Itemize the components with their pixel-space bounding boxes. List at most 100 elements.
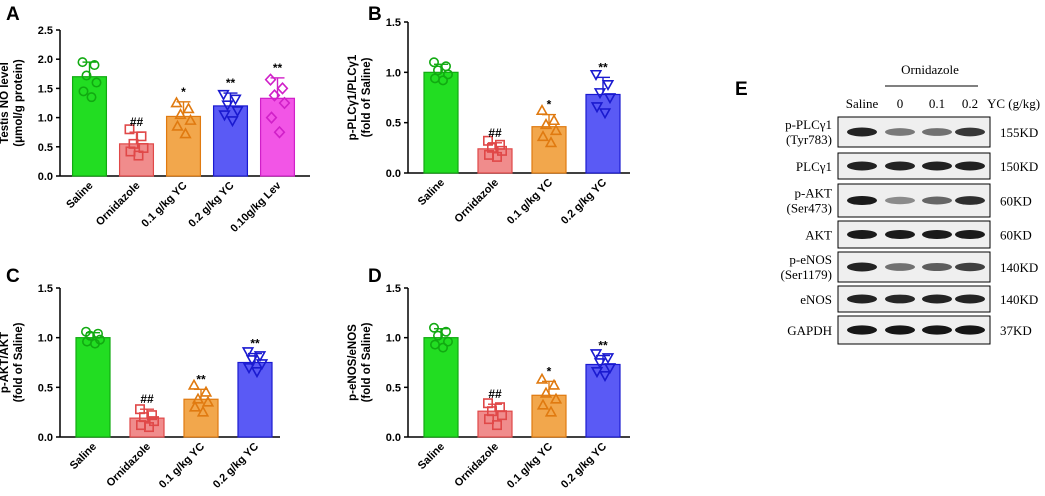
protein-label: AKT (805, 228, 832, 243)
y-tick-label: 0.5 (386, 382, 401, 394)
panel-label: A (6, 4, 20, 25)
bar (165, 115, 202, 177)
blot-band (922, 196, 952, 205)
panel-label: B (368, 4, 382, 25)
blot-band (885, 294, 915, 304)
chart-panel-d: D 0.0 0.5 1.0 1.5 p-eNOS/eNOS (fold of Saline)… (347, 266, 630, 491)
lane-label: Saline (846, 96, 879, 111)
y-tick-label: 1.5 (386, 17, 401, 29)
blot-band (922, 294, 952, 304)
y-axis-label: Testis NO level (0, 62, 11, 144)
bar (585, 93, 621, 174)
data-point (593, 88, 607, 100)
blot-band (885, 128, 915, 136)
data-point (590, 367, 604, 379)
blot-band (922, 325, 952, 335)
data-point (496, 410, 507, 421)
panel-label: E (735, 79, 748, 100)
lane-label: YC (g/kg) (987, 96, 1040, 111)
blot-band (955, 325, 985, 335)
protein-label: p-eNOS (789, 252, 832, 267)
category-label: 0.1 g/kg YC (139, 180, 189, 230)
data-point (432, 330, 443, 341)
chart-panel-b: B 0.0 0.5 1.0 1.5 p-PLCγ1/PLCγ1 (fold of Salin… (347, 4, 630, 227)
chart-panel-a: A 0.0 0.5 1.0 1.5 2.0 2.5 Testis NO level (μmol/… (0, 4, 310, 235)
category-label: Saline (68, 441, 99, 472)
y-tick-label: 1.0 (38, 113, 53, 125)
y-axis-label-units: (fold of Saline) (361, 322, 373, 402)
blot-band (885, 229, 915, 240)
data-point (124, 124, 135, 135)
category-label: Saline (64, 180, 95, 211)
blot-band (847, 195, 877, 206)
y-tick-label: 0.0 (386, 432, 401, 444)
data-point (278, 96, 291, 110)
blot-band (885, 161, 915, 171)
data-point (187, 378, 201, 390)
category-label: 0.1 g/kg YC (157, 441, 207, 491)
data-point (90, 338, 101, 349)
molecular-weight-label: 140KD (1000, 292, 1038, 307)
y-tick-label: 1.0 (386, 67, 401, 79)
lane-label: 0.2 (962, 96, 978, 111)
data-point (437, 75, 448, 86)
data-point (547, 378, 561, 390)
significance-label: * (181, 85, 186, 99)
blot-band (955, 262, 985, 272)
panel-label: D (368, 266, 382, 287)
data-point (85, 330, 96, 341)
y-tick-label: 1.0 (386, 333, 401, 345)
category-label: Ornidazole (452, 441, 501, 490)
significance-label: ** (250, 337, 260, 351)
molecular-weight-label: 60KD (1000, 228, 1032, 243)
blot-band (955, 294, 985, 304)
data-point (491, 420, 502, 431)
data-point (170, 96, 183, 108)
data-point (428, 322, 439, 333)
blot-row: eNOS 140KD (800, 285, 1038, 313)
data-point (78, 86, 89, 97)
y-tick-label: 1.5 (38, 283, 53, 295)
y-axis-label: p-eNOS/eNOS (347, 324, 359, 401)
data-point (86, 92, 97, 103)
y-axis-label-units: (fold of Saline) (13, 322, 25, 402)
data-point (544, 405, 558, 417)
data-point (536, 398, 550, 410)
significance-label: ## (140, 392, 154, 406)
western-blot-panel: E Ornidazole Saline 0 0.1 0.2 YC (g/kg) p-PLCγ1… (735, 62, 1040, 345)
molecular-weight-label: 150KD (1000, 159, 1038, 174)
data-point (136, 131, 147, 142)
data-point (268, 89, 281, 102)
data-point (603, 363, 617, 375)
data-point (226, 116, 239, 128)
blot-band (922, 161, 952, 171)
category-label: 0.2 g/kg YC (559, 441, 609, 491)
y-tick-label: 0.0 (38, 171, 53, 183)
data-point (544, 136, 558, 148)
protein-site-label: (Tyr783) (786, 132, 832, 147)
y-axis-label: p-PLCγ1/PLCγ1 (347, 54, 359, 140)
molecular-weight-label: 37KD (1000, 323, 1032, 338)
y-tick-label: 0.0 (38, 432, 53, 444)
data-point (171, 119, 184, 131)
category-label: 0.10g/kg Lev (228, 179, 284, 235)
data-point (144, 422, 155, 433)
blot-band (922, 128, 952, 136)
data-point (265, 111, 278, 124)
data-point (536, 130, 550, 142)
panel-label: C (6, 266, 20, 287)
y-tick-label: 1.5 (38, 83, 53, 95)
data-point (253, 351, 267, 363)
y-tick-label: 1.0 (38, 333, 53, 345)
protein-site-label: (Ser473) (787, 201, 833, 216)
data-point (242, 363, 256, 375)
blot-row: p-eNOS(Ser1179) 140KD (780, 251, 1038, 283)
data-point (91, 77, 102, 88)
category-label: Ornidazole (452, 177, 501, 226)
blot-band (955, 161, 985, 171)
blot-row: p-PLCγ1(Tyr783) 155KD (785, 116, 1038, 148)
protein-label: p-AKT (794, 186, 832, 201)
data-point (442, 336, 453, 347)
blot-band (922, 262, 952, 272)
data-point (196, 405, 210, 417)
